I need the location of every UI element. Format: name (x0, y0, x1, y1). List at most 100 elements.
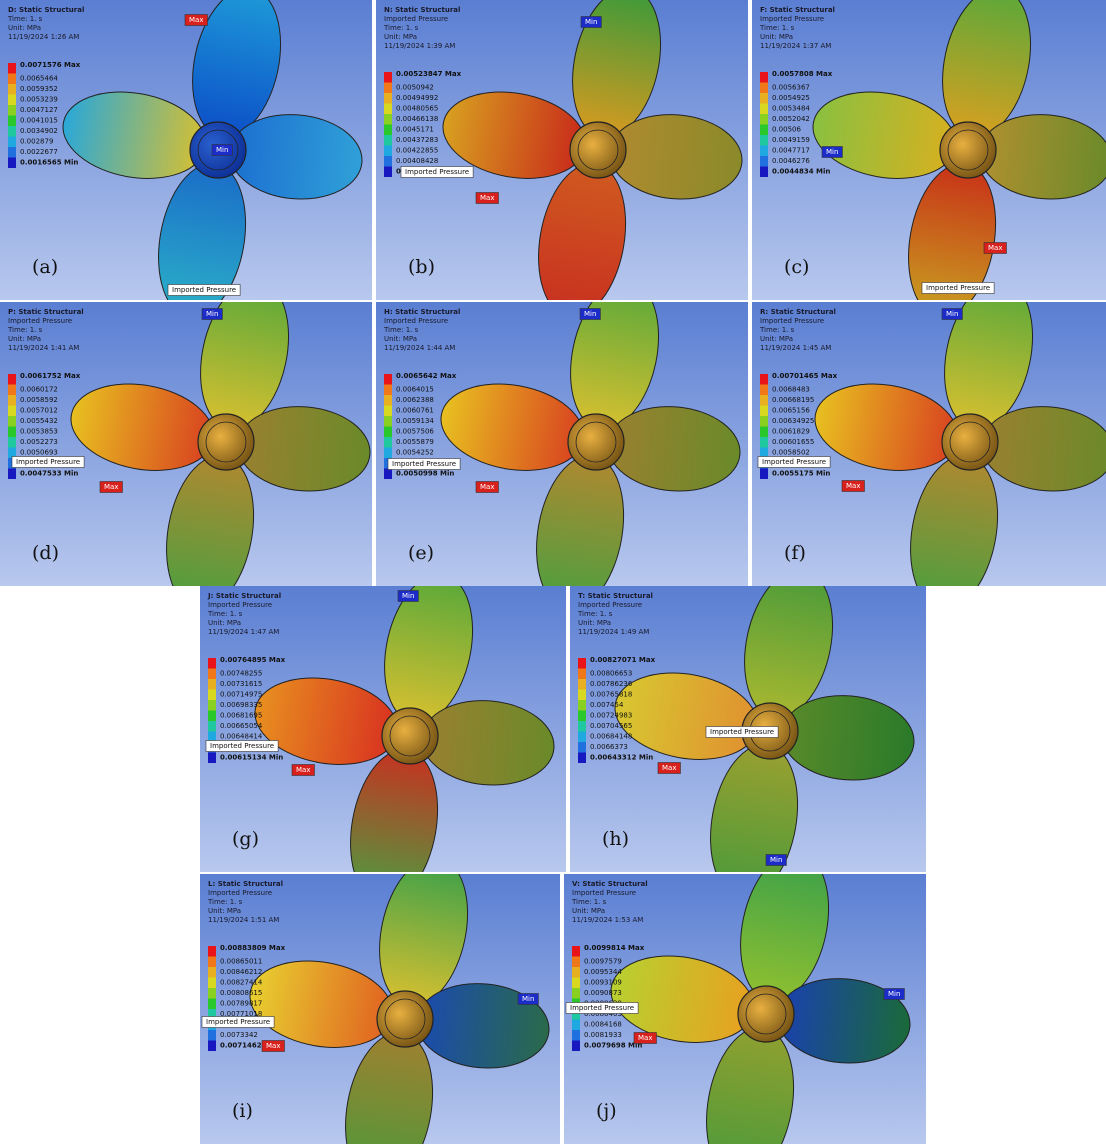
legend-swatch (208, 946, 216, 957)
legend-label: 0.0057506 (396, 428, 434, 436)
legend-swatch (208, 978, 216, 989)
header-line: Unit: MPa (572, 907, 605, 915)
header-line: Unit: MPa (8, 335, 41, 343)
legend-swatch (760, 146, 768, 157)
header-line: V: Static Structural (572, 880, 648, 888)
legend-swatch (578, 679, 586, 690)
legend-swatch (760, 406, 768, 417)
legend-swatch (760, 167, 768, 178)
legend-swatch (8, 126, 16, 137)
callout-label: Min (826, 148, 838, 156)
legend-label: 0.0090873 (584, 989, 622, 997)
legend-label: 0.0047127 (20, 106, 58, 114)
legend-swatch (572, 1041, 580, 1052)
legend-swatch (208, 700, 216, 711)
legend-label: 0.0034902 (20, 127, 58, 135)
legend-swatch (384, 437, 392, 448)
legend-label: 0.00408428 (396, 157, 438, 165)
header-line: Time: 1. s (383, 326, 419, 334)
legend-swatch (208, 967, 216, 978)
result-panel: V: Static StructuralImported PressureTim… (564, 874, 926, 1144)
legend-label: 0.0053853 (20, 428, 58, 436)
legend-swatch (578, 732, 586, 743)
legend-swatch (760, 437, 768, 448)
header-line: Time: 1. s (7, 326, 43, 334)
callout-label: Min (522, 995, 534, 1003)
legend-label: 0.00681695 (220, 712, 262, 720)
legend-swatch (384, 374, 392, 385)
result-panel: P: Static StructuralImported PressureTim… (0, 302, 372, 586)
header-line: T: Static Structural (578, 592, 653, 600)
legend-label: 0.0059134 (396, 417, 434, 425)
legend-label: 0.0050942 (396, 84, 434, 92)
legend-swatch (8, 105, 16, 116)
legend-label: 0.0079698 Min (584, 1042, 642, 1050)
legend-label: 0.0064015 (396, 386, 434, 394)
header-line: Imported Pressure (384, 317, 448, 325)
callout-label: Imported Pressure (172, 286, 236, 294)
legend-label: 0.00806653 (590, 670, 632, 678)
callout-label: Max (662, 764, 676, 772)
legend-label: 0.0053239 (20, 96, 58, 104)
viewport: V: Static StructuralImported PressureTim… (564, 874, 926, 1144)
callout-label: Imported Pressure (762, 458, 826, 466)
header-line: Time: 1. s (759, 24, 795, 32)
legend-swatch (760, 374, 768, 385)
legend-swatch (384, 104, 392, 115)
legend-label: 0.0047533 Min (20, 470, 78, 478)
header-line: Imported Pressure (384, 15, 448, 23)
legend-swatch (760, 72, 768, 83)
header-line: 11/19/2024 1:44 AM (384, 344, 455, 352)
viewport: T: Static StructuralImported PressureTim… (570, 586, 926, 872)
legend-swatch (208, 1041, 216, 1052)
legend-swatch (8, 427, 16, 438)
viewport: P: Static StructuralImported PressureTim… (0, 302, 372, 586)
legend-label: 0.0065464 (20, 75, 58, 83)
legend-swatch (208, 658, 216, 669)
legend-swatch (760, 395, 768, 406)
legend-label: 0.0060172 (20, 386, 58, 394)
callout-label: Min (770, 856, 782, 864)
header-line: Imported Pressure (578, 601, 642, 609)
callout-label: Min (216, 146, 228, 154)
legend-swatch (572, 946, 580, 957)
legend-swatch (8, 137, 16, 148)
legend-swatch (572, 957, 580, 968)
legend-swatch (208, 711, 216, 722)
legend-swatch (760, 469, 768, 480)
header-line: P: Static Structural (8, 308, 84, 316)
header-line: L: Static Structural (208, 880, 283, 888)
legend-label: 0.00668195 (772, 396, 814, 404)
legend-swatch (208, 753, 216, 764)
legend-swatch (8, 374, 16, 385)
callout-label: Imported Pressure (392, 460, 456, 468)
legend-swatch (384, 83, 392, 94)
header-line: 11/19/2024 1:37 AM (760, 42, 831, 50)
legend-label: 0.0065156 (772, 407, 810, 415)
header-line: Unit: MPa (384, 33, 417, 41)
hub (738, 986, 794, 1042)
header-line: 11/19/2024 1:53 AM (572, 916, 643, 924)
legend-label: 0.00704565 (590, 722, 632, 730)
callout-label: Min (946, 310, 958, 318)
legend-swatch (8, 116, 16, 127)
legend-swatch (8, 385, 16, 396)
legend-swatch (760, 114, 768, 125)
legend-label: 0.00437283 (396, 136, 438, 144)
header-line: Unit: MPa (208, 907, 241, 915)
viewport: F: Static StructuralImported PressureTim… (752, 0, 1106, 300)
viewport: R: Static StructuralImported PressureTim… (752, 302, 1106, 586)
header-line: Time: 1. s (759, 326, 795, 334)
legend-label: 0.0097579 (584, 958, 622, 966)
legend-swatch (384, 125, 392, 136)
legend-swatch (8, 95, 16, 106)
legend-swatch (578, 721, 586, 732)
callout-label: Min (206, 310, 218, 318)
legend-label: 0.00494992 (396, 94, 438, 102)
header-line: Imported Pressure (760, 15, 824, 23)
legend-label: 0.00786236 (590, 680, 633, 688)
